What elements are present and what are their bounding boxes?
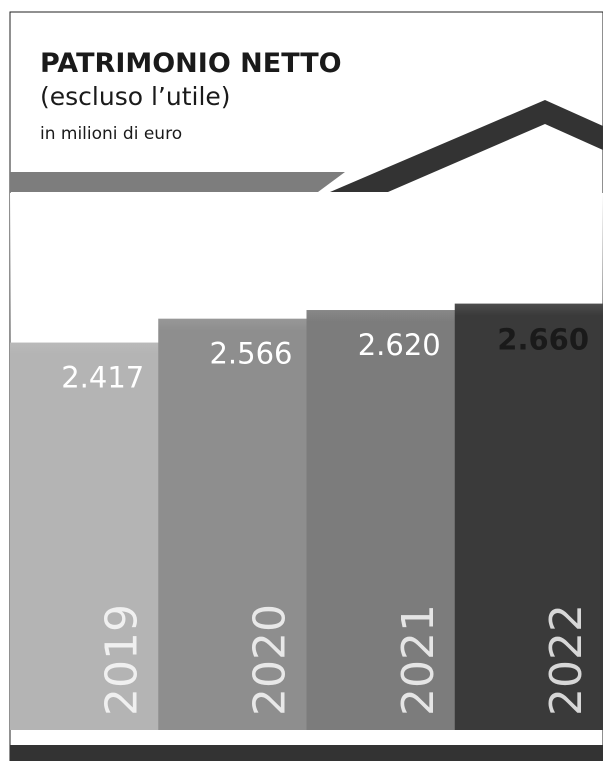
chart-subtitle: (escluso l’utile) xyxy=(40,82,231,111)
value-label: 2.566 xyxy=(209,337,292,371)
value-label: 2.660 xyxy=(497,323,589,357)
value-label: 2.620 xyxy=(358,328,441,362)
base-band xyxy=(10,745,603,761)
bar-fade xyxy=(306,193,456,323)
x-tick-label: 2020 xyxy=(245,604,296,716)
bar-fade xyxy=(158,193,308,331)
bar xyxy=(158,318,308,730)
bar-fade xyxy=(10,193,160,355)
bar xyxy=(10,342,160,730)
chart-title: PATRIMONIO NETTO xyxy=(40,48,342,79)
bar-fade xyxy=(454,193,603,316)
x-tick-label: 2019 xyxy=(96,604,147,716)
bar xyxy=(306,310,456,730)
bar xyxy=(454,303,603,730)
unit-note: in milioni di euro xyxy=(40,124,182,144)
x-tick-label: 2021 xyxy=(393,604,444,716)
x-tick-label: 2022 xyxy=(541,604,592,716)
roof-band xyxy=(10,172,345,192)
roof xyxy=(330,100,603,192)
bars: 2.417 2019 2.566 2020 2.620 2021 2.660 2022 xyxy=(10,193,603,730)
value-label: 2.417 xyxy=(61,361,144,395)
